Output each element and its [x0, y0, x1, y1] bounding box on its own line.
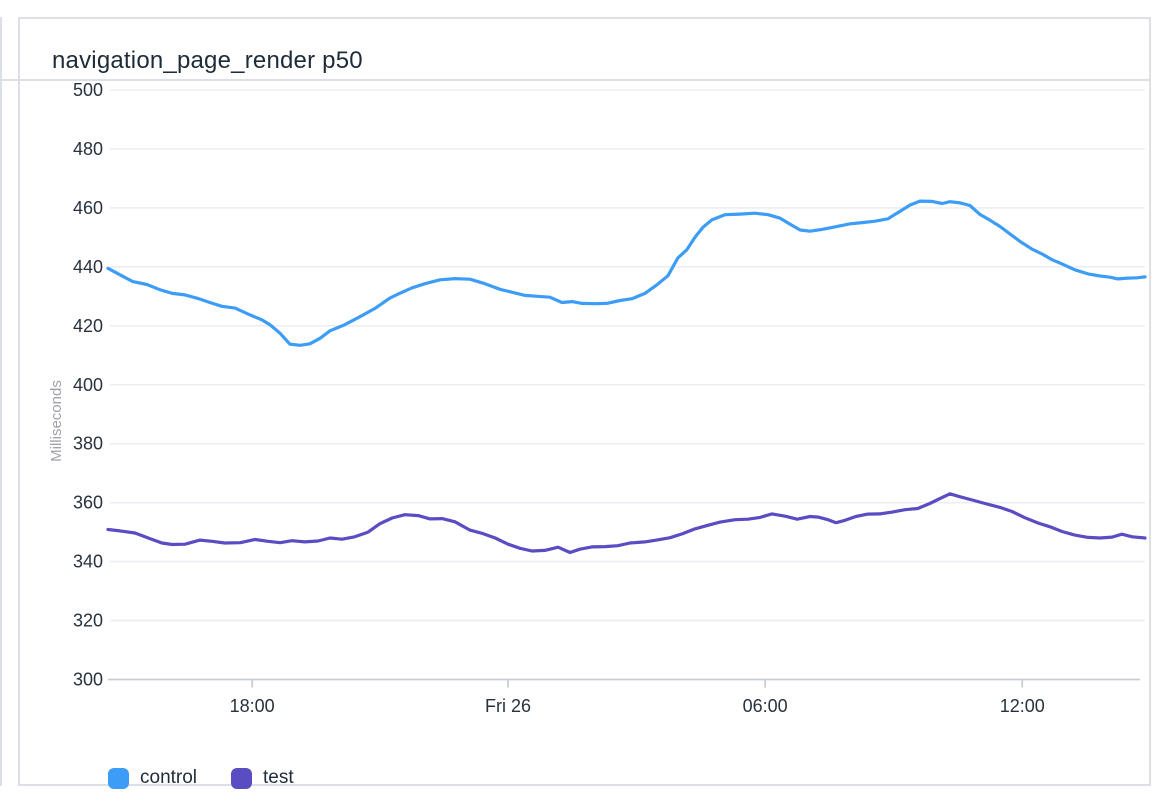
- legend: control test: [108, 765, 294, 791]
- legend-item-control[interactable]: control: [108, 767, 197, 789]
- panel-title[interactable]: navigation_page_render p50: [52, 47, 363, 74]
- y-axis-label: Milliseconds: [48, 380, 65, 462]
- chart-panel: navigation_page_render p50 Milliseconds …: [18, 17, 1151, 789]
- panel-header-divider: [0, 79, 1151, 81]
- legend-item-test[interactable]: test: [231, 767, 294, 789]
- control-series-swatch[interactable]: [108, 767, 129, 789]
- test-series-swatch[interactable]: [231, 767, 253, 789]
- legend-label-control: control: [140, 767, 198, 788]
- adjacent-panel-edge: [0, 17, 2, 786]
- legend-label-test: test: [263, 767, 294, 788]
